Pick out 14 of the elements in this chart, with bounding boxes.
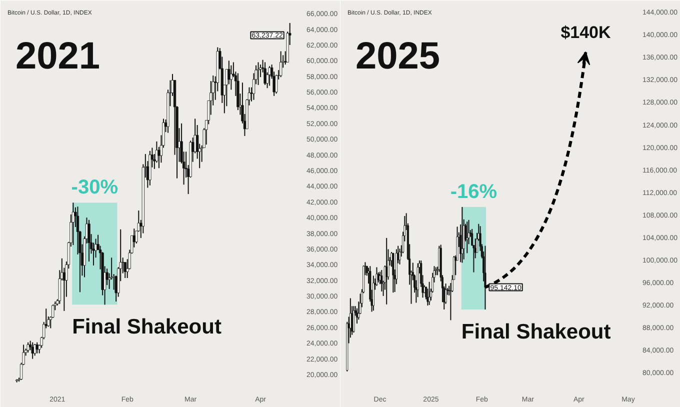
candlestick	[280, 50, 282, 78]
band-label: -16%	[450, 180, 498, 203]
annotation: Final Shakeout	[72, 316, 222, 339]
candlestick	[380, 270, 383, 292]
candlestick	[392, 252, 394, 294]
candlestick	[461, 206, 464, 264]
candlestick	[256, 62, 260, 86]
text: 2025	[356, 36, 440, 78]
candlestick	[484, 245, 486, 310]
text: 2021	[16, 36, 100, 78]
annotation: $140K	[560, 22, 612, 42]
candlestick	[466, 221, 468, 254]
band-label: -30%	[71, 176, 118, 199]
annotation: Final Shakeout	[461, 320, 611, 344]
